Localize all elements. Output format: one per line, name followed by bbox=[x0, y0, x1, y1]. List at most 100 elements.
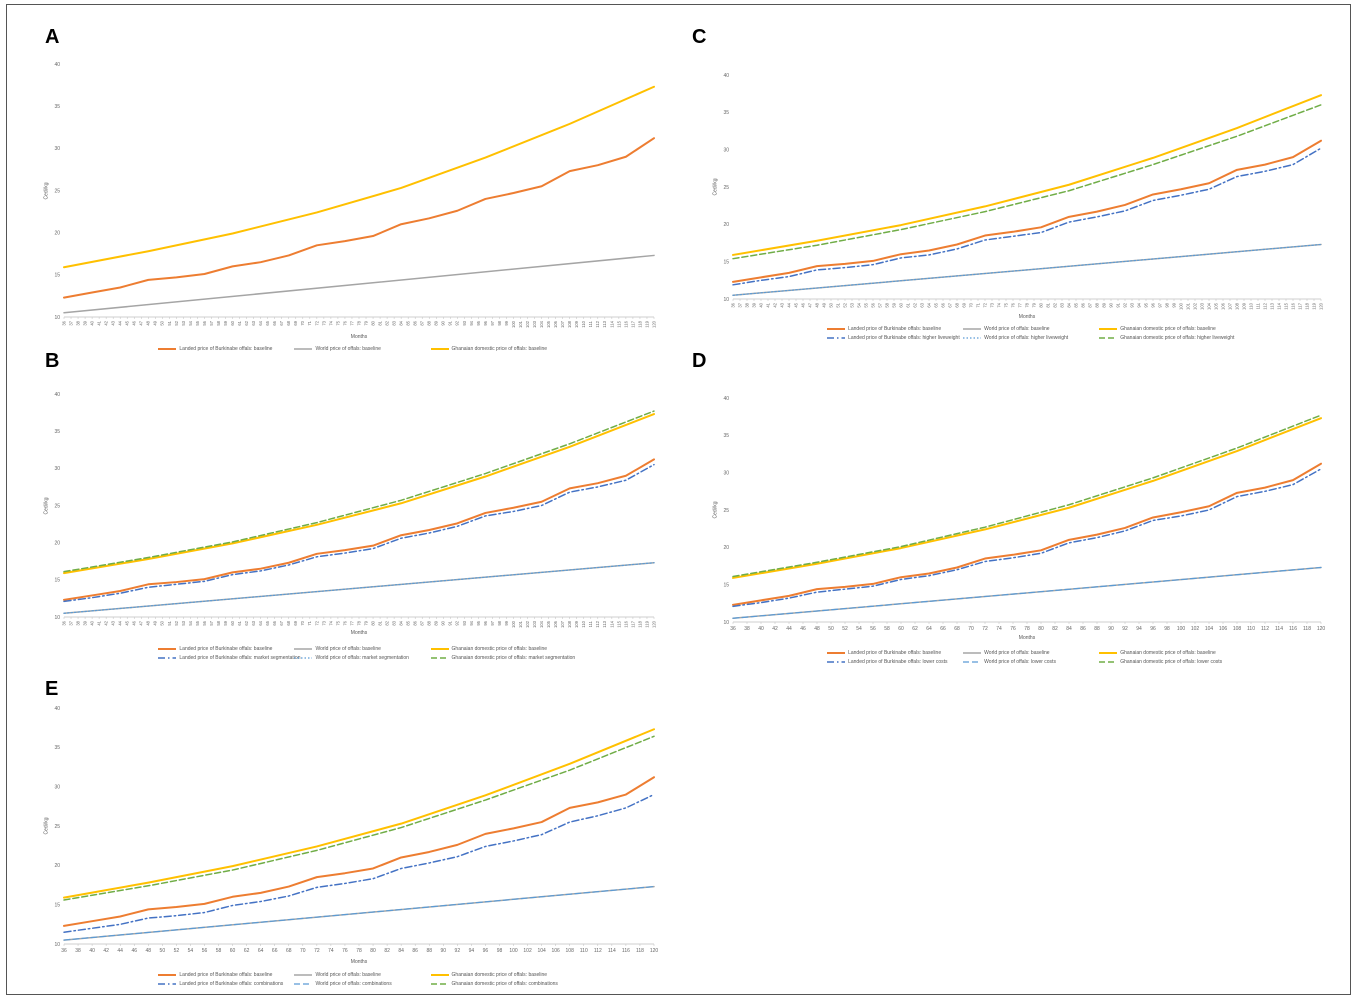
x-tick-label: 48 bbox=[814, 302, 819, 307]
x-tick-label: 80 bbox=[1038, 626, 1044, 632]
x-tick-label: 38 bbox=[744, 626, 750, 632]
x-tick-label: 44 bbox=[117, 948, 123, 954]
x-tick-label: 38 bbox=[75, 320, 80, 325]
x-tick-label: 84 bbox=[1066, 302, 1071, 307]
x-tick-label: 100 bbox=[509, 948, 518, 954]
x-tick-label: 75 bbox=[1003, 302, 1008, 307]
legend-label: Ghanaian domestic price of offals: basel… bbox=[1120, 326, 1216, 332]
x-tick-label: 116 bbox=[1289, 626, 1297, 632]
legend-swatch bbox=[294, 657, 313, 659]
y-tick-label: 30 bbox=[54, 784, 60, 790]
x-tick-label: 113 bbox=[1269, 302, 1274, 309]
x-tick-label: 113 bbox=[602, 320, 607, 327]
x-tick-label: 80 bbox=[370, 948, 376, 954]
legend-swatch bbox=[158, 983, 177, 985]
x-tick-label: 66 bbox=[272, 948, 278, 954]
x-tick-label: 56 bbox=[202, 320, 207, 325]
legend-label: World price of offals: baseline bbox=[984, 650, 1050, 656]
legend-entry: World price of offals: baseline bbox=[294, 972, 381, 978]
x-tick-label: 79 bbox=[363, 620, 368, 625]
x-tick-label: 76 bbox=[1010, 302, 1015, 307]
x-tick-label: 81 bbox=[1045, 302, 1050, 307]
x-tick-label: 44 bbox=[786, 626, 792, 632]
x-tick-label: 82 bbox=[384, 320, 389, 325]
x-tick-label: 72 bbox=[314, 948, 320, 954]
y-tick-label: 40 bbox=[723, 73, 729, 79]
legend-label: Landed price of Burkinabe offals: market… bbox=[179, 655, 301, 661]
y-tick-label: 15 bbox=[723, 259, 729, 265]
x-tick-label: 69 bbox=[293, 320, 298, 325]
y-tick-label: 20 bbox=[54, 863, 60, 869]
x-tick-label: 75 bbox=[335, 320, 340, 325]
legend-swatch bbox=[294, 974, 313, 976]
x-tick-label: 65 bbox=[265, 620, 270, 625]
legend-label: Landed price of Burkinabe offals: baseli… bbox=[848, 326, 942, 332]
x-tick-label: 104 bbox=[1205, 626, 1214, 632]
legend-entry: Landed price of Burkinabe offals: lower … bbox=[827, 659, 948, 665]
x-tick-label: 72 bbox=[314, 320, 319, 325]
x-tick-label: 91 bbox=[1115, 302, 1120, 307]
x-tick-label: 36 bbox=[730, 626, 736, 632]
x-tick-label: 40 bbox=[758, 302, 763, 307]
x-tick-label: 79 bbox=[363, 320, 368, 325]
series-line bbox=[63, 85, 655, 269]
x-tick-label: 116 bbox=[623, 620, 628, 627]
x-tick-label: 90 bbox=[1108, 302, 1113, 307]
series-line bbox=[732, 139, 1322, 283]
x-tick-label: 60 bbox=[230, 320, 235, 325]
legend-entry: Landed price of Burkinabe offals: combin… bbox=[158, 981, 283, 987]
x-tick-label: 101 bbox=[518, 620, 523, 628]
legend-label: Landed price of Burkinabe offals: baseli… bbox=[848, 650, 942, 656]
legend-swatch bbox=[963, 337, 982, 339]
legend-label: Landed price of Burkinabe offals: higher… bbox=[848, 335, 960, 341]
legend-swatch bbox=[294, 648, 313, 650]
x-tick-label: 116 bbox=[1290, 302, 1295, 309]
x-tick-label: 61 bbox=[237, 620, 242, 625]
x-tick-label: 85 bbox=[406, 320, 411, 325]
legend-swatch bbox=[430, 983, 449, 985]
x-tick-label: 114 bbox=[1276, 302, 1281, 309]
panel-letter: C bbox=[692, 26, 707, 48]
legend-swatch bbox=[827, 661, 846, 663]
x-tick-label: 36 bbox=[61, 320, 66, 325]
x-tick-label: 120 bbox=[651, 620, 656, 628]
x-tick-label: 120 bbox=[1318, 302, 1323, 310]
x-tick-label: 107 bbox=[560, 620, 565, 628]
x-tick-label: 105 bbox=[546, 320, 551, 328]
x-tick-label: 62 bbox=[912, 302, 917, 307]
x-tick-label: 86 bbox=[1080, 626, 1086, 632]
legend-entry: Landed price of Burkinabe offals: baseli… bbox=[158, 972, 272, 978]
x-tick-label: 48 bbox=[146, 620, 151, 625]
x-tick-label: 107 bbox=[1227, 302, 1232, 310]
x-tick-label: 90 bbox=[1108, 626, 1114, 632]
x-tick-label: 89 bbox=[434, 320, 439, 325]
x-tick-label: 42 bbox=[104, 620, 109, 625]
legend-label: World price of offals: market segmentati… bbox=[315, 655, 409, 661]
x-tick-label: 61 bbox=[905, 302, 910, 307]
x-tick-label: 82 bbox=[1052, 302, 1057, 307]
y-tick-label: 40 bbox=[723, 396, 729, 402]
x-axis-label: Months bbox=[350, 334, 368, 340]
x-tick-label: 45 bbox=[125, 620, 130, 625]
y-axis-label: Cedi/kg bbox=[711, 178, 718, 196]
legend-label: World price of offals: baseline bbox=[984, 326, 1050, 332]
x-tick-label: 73 bbox=[321, 620, 326, 625]
x-tick-label: 88 bbox=[1094, 626, 1100, 632]
series-line bbox=[732, 566, 1322, 620]
x-tick-label: 101 bbox=[1185, 302, 1190, 310]
x-tick-label: 113 bbox=[602, 620, 607, 627]
x-tick-label: 94 bbox=[469, 620, 474, 625]
legend-entry: World price of offals: baseline bbox=[963, 650, 1050, 656]
x-tick-label: 90 bbox=[441, 620, 446, 625]
x-tick-label: 43 bbox=[111, 320, 116, 325]
x-tick-label: 59 bbox=[223, 320, 228, 325]
x-tick-label: 117 bbox=[630, 620, 635, 627]
x-tick-label: 102 bbox=[523, 948, 532, 954]
x-tick-label: 120 bbox=[651, 320, 656, 328]
x-tick-label: 112 bbox=[595, 620, 600, 627]
x-tick-label: 118 bbox=[1304, 302, 1309, 309]
x-tick-label: 100 bbox=[1177, 626, 1186, 632]
legend-label: Landed price of Burkinabe offals: baseli… bbox=[179, 346, 273, 352]
x-tick-label: 42 bbox=[103, 948, 109, 954]
